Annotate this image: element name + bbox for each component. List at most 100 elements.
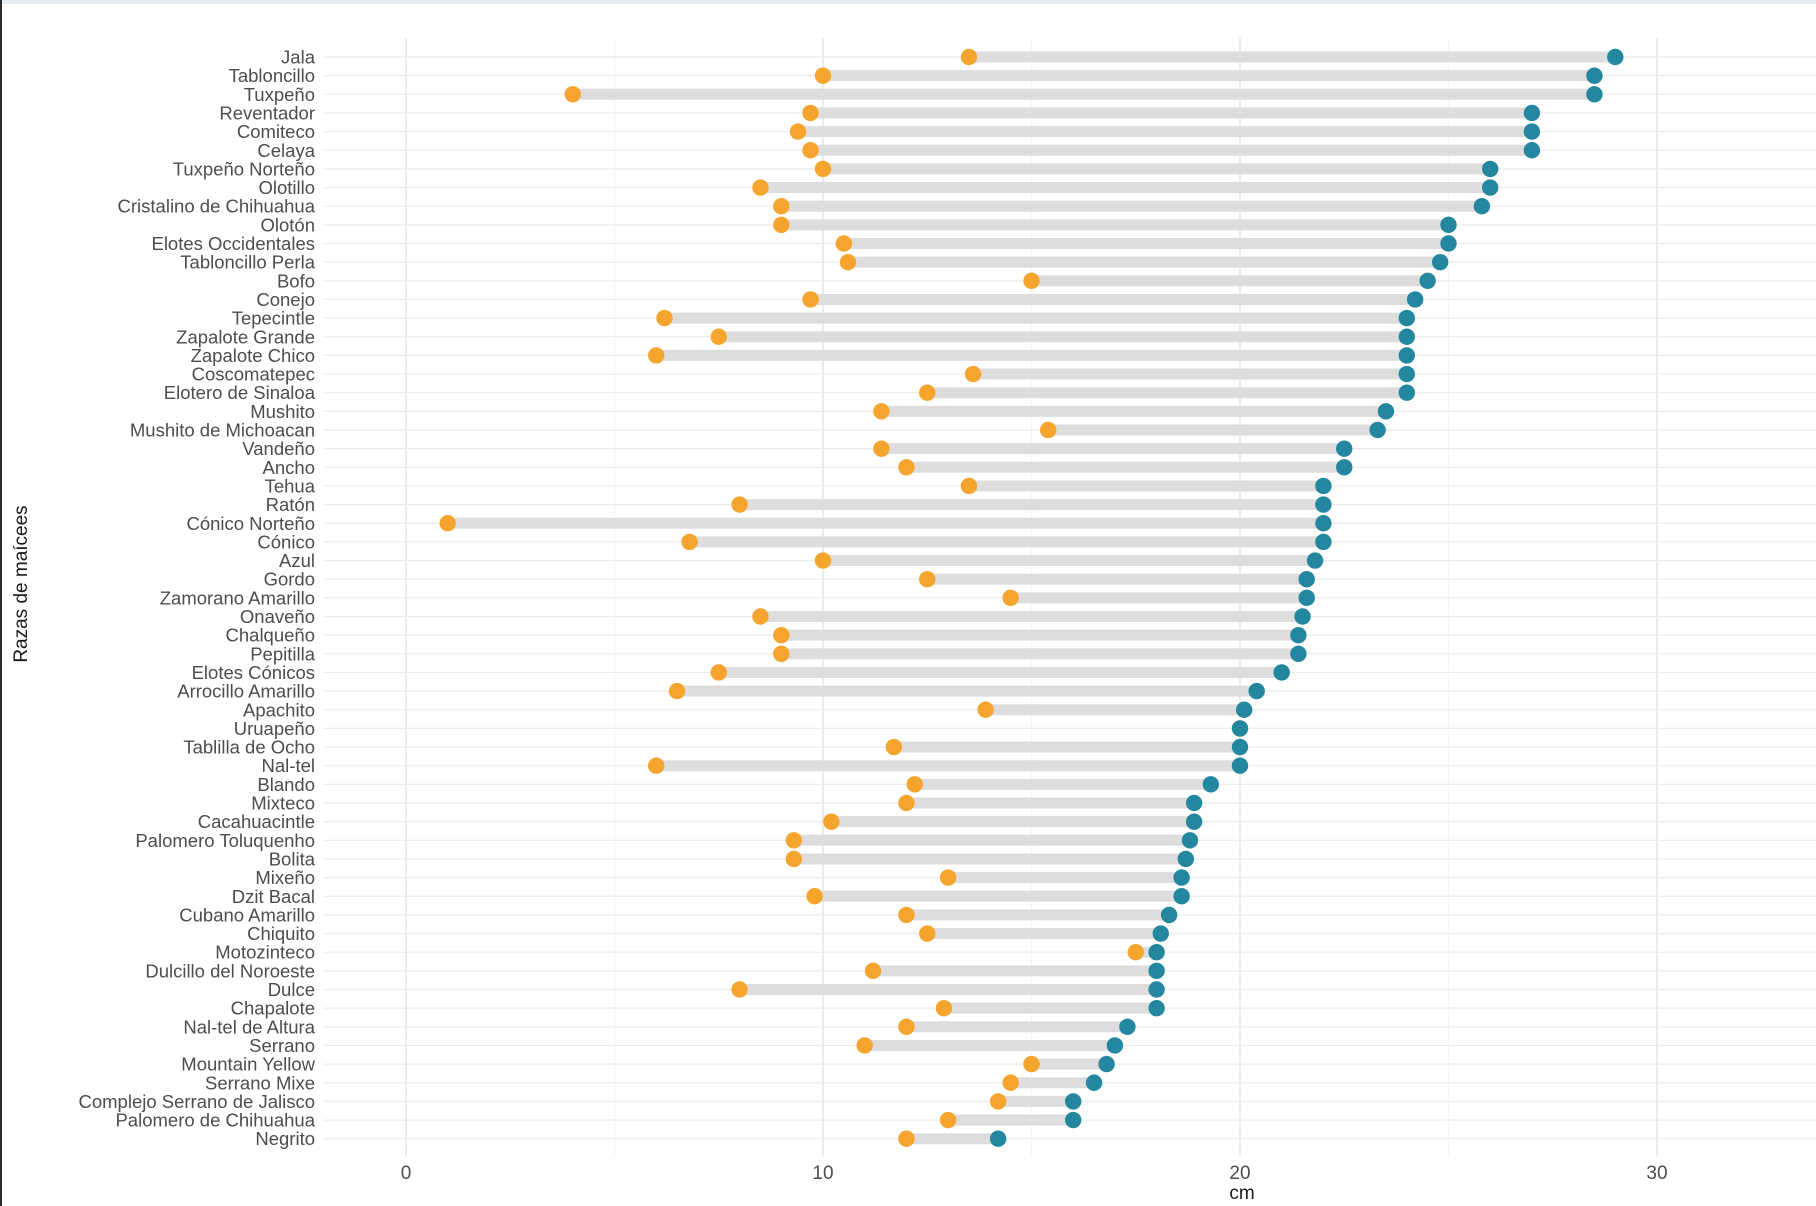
max-point xyxy=(1315,477,1332,495)
max-point xyxy=(1298,571,1315,588)
max-point xyxy=(1586,67,1603,84)
min-point xyxy=(439,515,456,532)
category-label: Tabloncillo xyxy=(229,65,315,86)
category-label: Dzit Bacal xyxy=(232,886,315,907)
max-point xyxy=(1398,384,1416,401)
min-point xyxy=(939,869,957,886)
category-label: Cónico Norteño xyxy=(186,513,315,534)
category-label: Tehua xyxy=(265,475,316,496)
max-point xyxy=(1306,552,1324,569)
max-point xyxy=(1473,198,1491,215)
x-tick-label: 30 xyxy=(1646,1163,1667,1184)
min-point xyxy=(898,906,915,924)
x-tick-label: 20 xyxy=(1229,1163,1250,1184)
min-point xyxy=(919,384,936,401)
max-point xyxy=(1177,850,1194,868)
min-point xyxy=(873,440,890,457)
category-label: Complejo Serrano de Jalisco xyxy=(78,1091,315,1112)
category-label: Mixeño xyxy=(255,867,315,888)
min-point xyxy=(564,86,581,103)
min-point xyxy=(906,776,923,793)
category-label: Uruapeño xyxy=(234,718,315,739)
min-point xyxy=(710,664,727,681)
y-axis-title: Razas de maícees xyxy=(11,505,32,662)
min-point xyxy=(648,757,665,774)
left-window-edge xyxy=(0,0,2,1206)
x-axis-title: cm xyxy=(1229,1183,1254,1204)
min-point xyxy=(1023,1055,1040,1073)
min-point xyxy=(898,794,915,812)
max-point xyxy=(1419,272,1436,289)
min-point xyxy=(752,608,769,625)
max-point xyxy=(1482,179,1499,196)
category-label: Cubano Amarillo xyxy=(179,904,315,925)
category-label: Tepecintle xyxy=(232,308,315,329)
max-point xyxy=(1181,832,1199,849)
min-point xyxy=(864,962,882,980)
max-point xyxy=(1185,794,1203,812)
min-point xyxy=(785,850,803,868)
max-point xyxy=(1098,1055,1115,1073)
category-label: Coscomatepec xyxy=(192,364,315,385)
min-point xyxy=(885,738,903,756)
category-label: Bolita xyxy=(269,848,316,869)
category-label: Pepitilla xyxy=(250,643,315,664)
category-label: Gordo xyxy=(264,569,315,590)
category-label: Chiquito xyxy=(247,923,315,944)
max-point xyxy=(1440,235,1457,252)
x-axis-tick-labels: 0 10 20 30 xyxy=(401,1163,1668,1184)
category-label: Mushito xyxy=(250,401,315,422)
category-label: Cristalino de Chihuahua xyxy=(118,196,316,217)
max-point xyxy=(1231,720,1249,737)
max-point xyxy=(1231,738,1249,756)
max-point xyxy=(1431,253,1449,271)
category-label: Tabloncillo Perla xyxy=(180,252,315,273)
max-point xyxy=(1148,981,1165,998)
category-label: Comiteco xyxy=(237,121,315,142)
category-labels: JalaTabloncilloTuxpeñoReventadorComiteco… xyxy=(78,47,315,1150)
min-point xyxy=(773,216,790,234)
category-label: Mixteco xyxy=(251,793,315,814)
category-label: Chalqueño xyxy=(226,625,316,646)
max-point xyxy=(1085,1074,1103,1091)
min-point xyxy=(731,981,748,998)
min-point xyxy=(919,925,936,942)
min-point xyxy=(823,813,840,830)
category-label: Celaya xyxy=(257,140,315,161)
top-window-strip xyxy=(0,0,1816,4)
min-point xyxy=(1002,589,1019,607)
min-point xyxy=(856,1037,873,1054)
min-point xyxy=(1002,1074,1019,1091)
min-point xyxy=(752,179,769,196)
min-point xyxy=(802,142,819,159)
max-point xyxy=(1231,757,1249,774)
min-point xyxy=(960,477,978,495)
max-point xyxy=(1148,944,1165,961)
max-point xyxy=(1315,533,1332,551)
max-point xyxy=(1369,421,1386,439)
max-point xyxy=(1106,1037,1124,1054)
max-point xyxy=(1152,925,1169,942)
category-label: Ratón xyxy=(266,494,315,515)
category-label: Negrito xyxy=(255,1128,315,1149)
category-label: Nal-tel de Altura xyxy=(183,1016,315,1037)
category-label: Azul xyxy=(279,550,315,571)
category-label: Reventador xyxy=(219,102,315,123)
max-point xyxy=(1065,1093,1082,1110)
category-label: Nal-tel xyxy=(262,755,315,776)
max-point xyxy=(1315,496,1332,513)
min-point xyxy=(656,309,673,327)
min-point xyxy=(835,235,853,252)
category-label: Arrocillo Amarillo xyxy=(177,681,315,702)
category-label: Mushito de Michoacan xyxy=(130,420,315,441)
min-point xyxy=(839,253,857,271)
category-label: Dulcillo del Noroeste xyxy=(145,960,315,981)
max-point xyxy=(1290,645,1307,662)
max-point xyxy=(1273,664,1290,681)
max-point xyxy=(1336,440,1353,457)
category-label: Palomero Toluquenho xyxy=(135,830,315,851)
min-point xyxy=(814,67,832,84)
category-label: Onaveño xyxy=(240,606,315,627)
category-label: Bofo xyxy=(277,270,315,291)
